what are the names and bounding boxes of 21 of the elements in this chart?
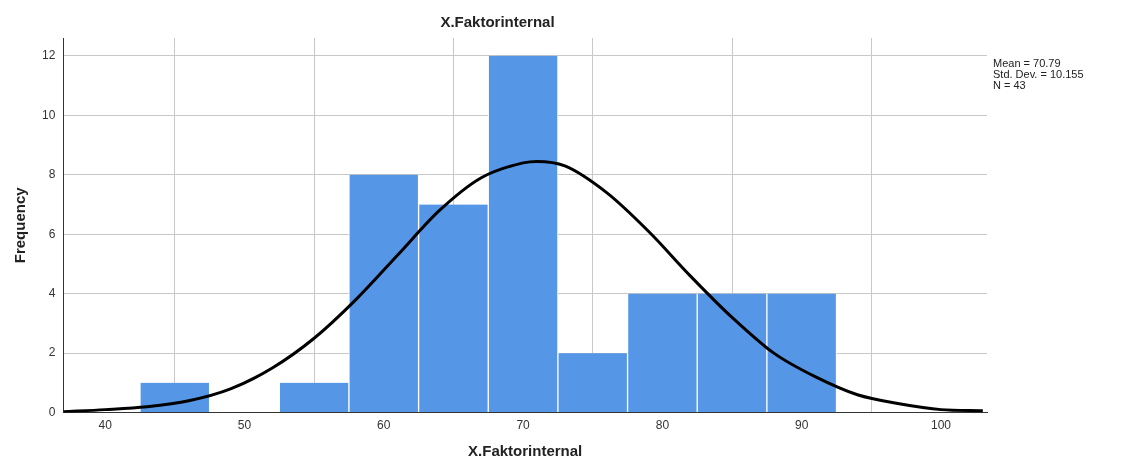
y-tick-label: 12 xyxy=(41,48,56,63)
text: Std. Dev. = 10.155 xyxy=(993,67,1084,80)
x-tick-label: 60 xyxy=(377,418,391,433)
x-tick-label: 100 xyxy=(931,418,952,433)
line-series xyxy=(63,159,985,413)
x-tick-label: 50 xyxy=(237,418,252,433)
text: N = 43 xyxy=(993,78,1026,91)
x-tick-label: 80 xyxy=(655,418,670,433)
x-axis-title: X.Faktorinternal xyxy=(468,442,583,460)
y-tick-label: 8 xyxy=(48,167,56,182)
y-tick-label: 4 xyxy=(48,285,56,300)
chart-title: X.Faktorinternal xyxy=(440,13,555,31)
y-tick-label: 2 xyxy=(48,345,56,360)
x-tick-label: 90 xyxy=(795,418,809,433)
text: Mean = 70.79 xyxy=(993,56,1061,69)
y-tick-label: 6 xyxy=(48,226,56,241)
y-tick-label: 0 xyxy=(48,404,56,419)
x-tick-label: 40 xyxy=(98,418,113,433)
y-axis-title: Frequency xyxy=(11,186,29,264)
x-tick-label: 70 xyxy=(516,418,531,433)
y-tick-label: 10 xyxy=(41,107,56,122)
